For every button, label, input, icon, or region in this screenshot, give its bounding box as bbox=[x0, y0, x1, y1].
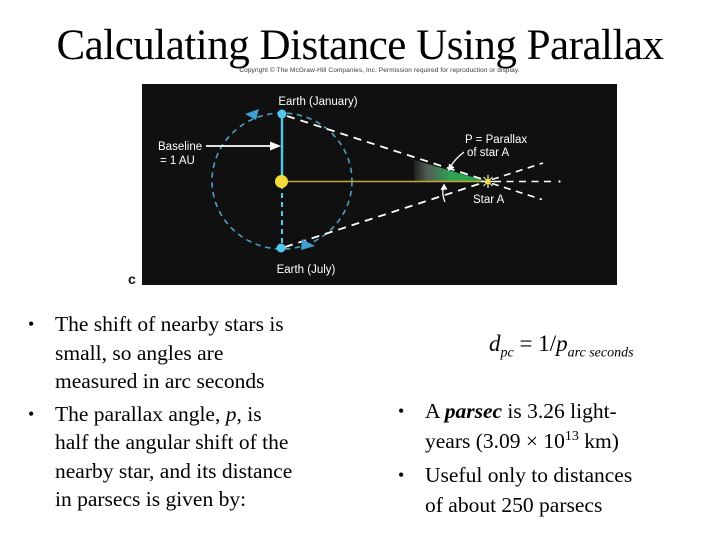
label-earth-january: Earth (January) bbox=[278, 96, 357, 108]
formula-equals: = 1/ bbox=[513, 331, 557, 356]
star-a-glyph bbox=[481, 175, 495, 188]
bullet-line: of about 250 parsecs bbox=[425, 493, 603, 517]
label-baseline-2: = 1 AU bbox=[160, 155, 195, 167]
bullet-marker: • bbox=[398, 401, 405, 421]
bullet-line: in parsecs is given by: bbox=[55, 487, 247, 511]
slide-title: Calculating Distance Using Parallax bbox=[56, 22, 664, 69]
baseline-pointer-arrowhead bbox=[270, 141, 281, 151]
orbit-arrow-january bbox=[245, 109, 259, 120]
label-parallax-1: P = Parallax bbox=[465, 134, 527, 146]
bullet-line: half the angular shift of the bbox=[55, 430, 289, 454]
left-bullet-list: • The shift of nearby stars is small, so… bbox=[28, 310, 368, 514]
parallax-angle-wedge bbox=[414, 160, 488, 182]
angle-arrowhead bbox=[440, 183, 448, 190]
label-parallax-2: of star A bbox=[467, 147, 510, 159]
right-bullet-list: • A parsec is 3.26 light- years (3.09 × … bbox=[398, 396, 708, 520]
sightline-july bbox=[284, 180, 489, 248]
formula-p: p bbox=[556, 331, 568, 356]
figure-label: c bbox=[128, 271, 136, 287]
bullet-line: years (3.09 × 1013 km) bbox=[425, 428, 619, 453]
sightline-dot bbox=[558, 180, 561, 183]
bullet-parsec-definition: • A parsec is 3.26 light- years (3.09 × … bbox=[398, 396, 708, 456]
bullet-line: A parsec is 3.26 light- bbox=[425, 399, 617, 423]
earth-january-dot bbox=[277, 109, 287, 119]
label-baseline-1: Baseline bbox=[158, 141, 202, 153]
parallax-diagram: Earth (January) Earth (July) Baseline = … bbox=[142, 84, 617, 285]
earth-july-dot bbox=[276, 243, 286, 253]
label-star-a: Star A bbox=[473, 194, 505, 206]
formula-sub-arcseconds: arc seconds bbox=[567, 345, 634, 361]
sightline-extension-upper bbox=[491, 162, 544, 181]
parallax-label-arrow-line bbox=[450, 151, 465, 167]
superscript-13: 13 bbox=[564, 428, 579, 444]
italic-p: p bbox=[225, 401, 237, 426]
bullet-useful-distances: • Useful only to distances of about 250 … bbox=[398, 460, 708, 520]
sightline-extension-lower bbox=[491, 182, 543, 201]
formula-sub-pc: pc bbox=[500, 345, 514, 361]
bullet-line: small, so angles are bbox=[55, 340, 224, 365]
bullet-line: The parallax angle, p, is bbox=[55, 401, 262, 426]
bullet-line: nearby star, and its distance bbox=[55, 458, 293, 483]
bullet-parallax-angle: • The parallax angle, p, is half the ang… bbox=[28, 400, 368, 514]
bold-italic-parsec: parsec bbox=[444, 399, 503, 423]
copyright-line: Copyright © The McGraw-Hill Companies, I… bbox=[239, 67, 520, 74]
bullet-line: Useful only to distances bbox=[425, 463, 633, 487]
orbit-arrow-july bbox=[301, 239, 315, 250]
parallax-label-arrowhead bbox=[448, 163, 455, 171]
bullet-marker: • bbox=[28, 314, 35, 334]
bullet-marker: • bbox=[398, 465, 405, 485]
sightline-january bbox=[286, 115, 489, 182]
parallax-distance-formula: dpc = 1/parc seconds bbox=[489, 331, 634, 360]
label-earth-july: Earth (July) bbox=[277, 264, 336, 276]
bullet-shift-of-stars: • The shift of nearby stars is small, so… bbox=[28, 310, 368, 396]
bullet-line: measured in arc seconds bbox=[55, 369, 265, 393]
bullet-line: The shift of nearby stars is bbox=[55, 312, 284, 336]
sun-dot bbox=[275, 175, 288, 188]
bullet-marker: • bbox=[28, 403, 35, 424]
parallax-diagram-svg: Earth (January) Earth (July) Baseline = … bbox=[158, 96, 561, 276]
formula-d: d bbox=[489, 331, 501, 356]
